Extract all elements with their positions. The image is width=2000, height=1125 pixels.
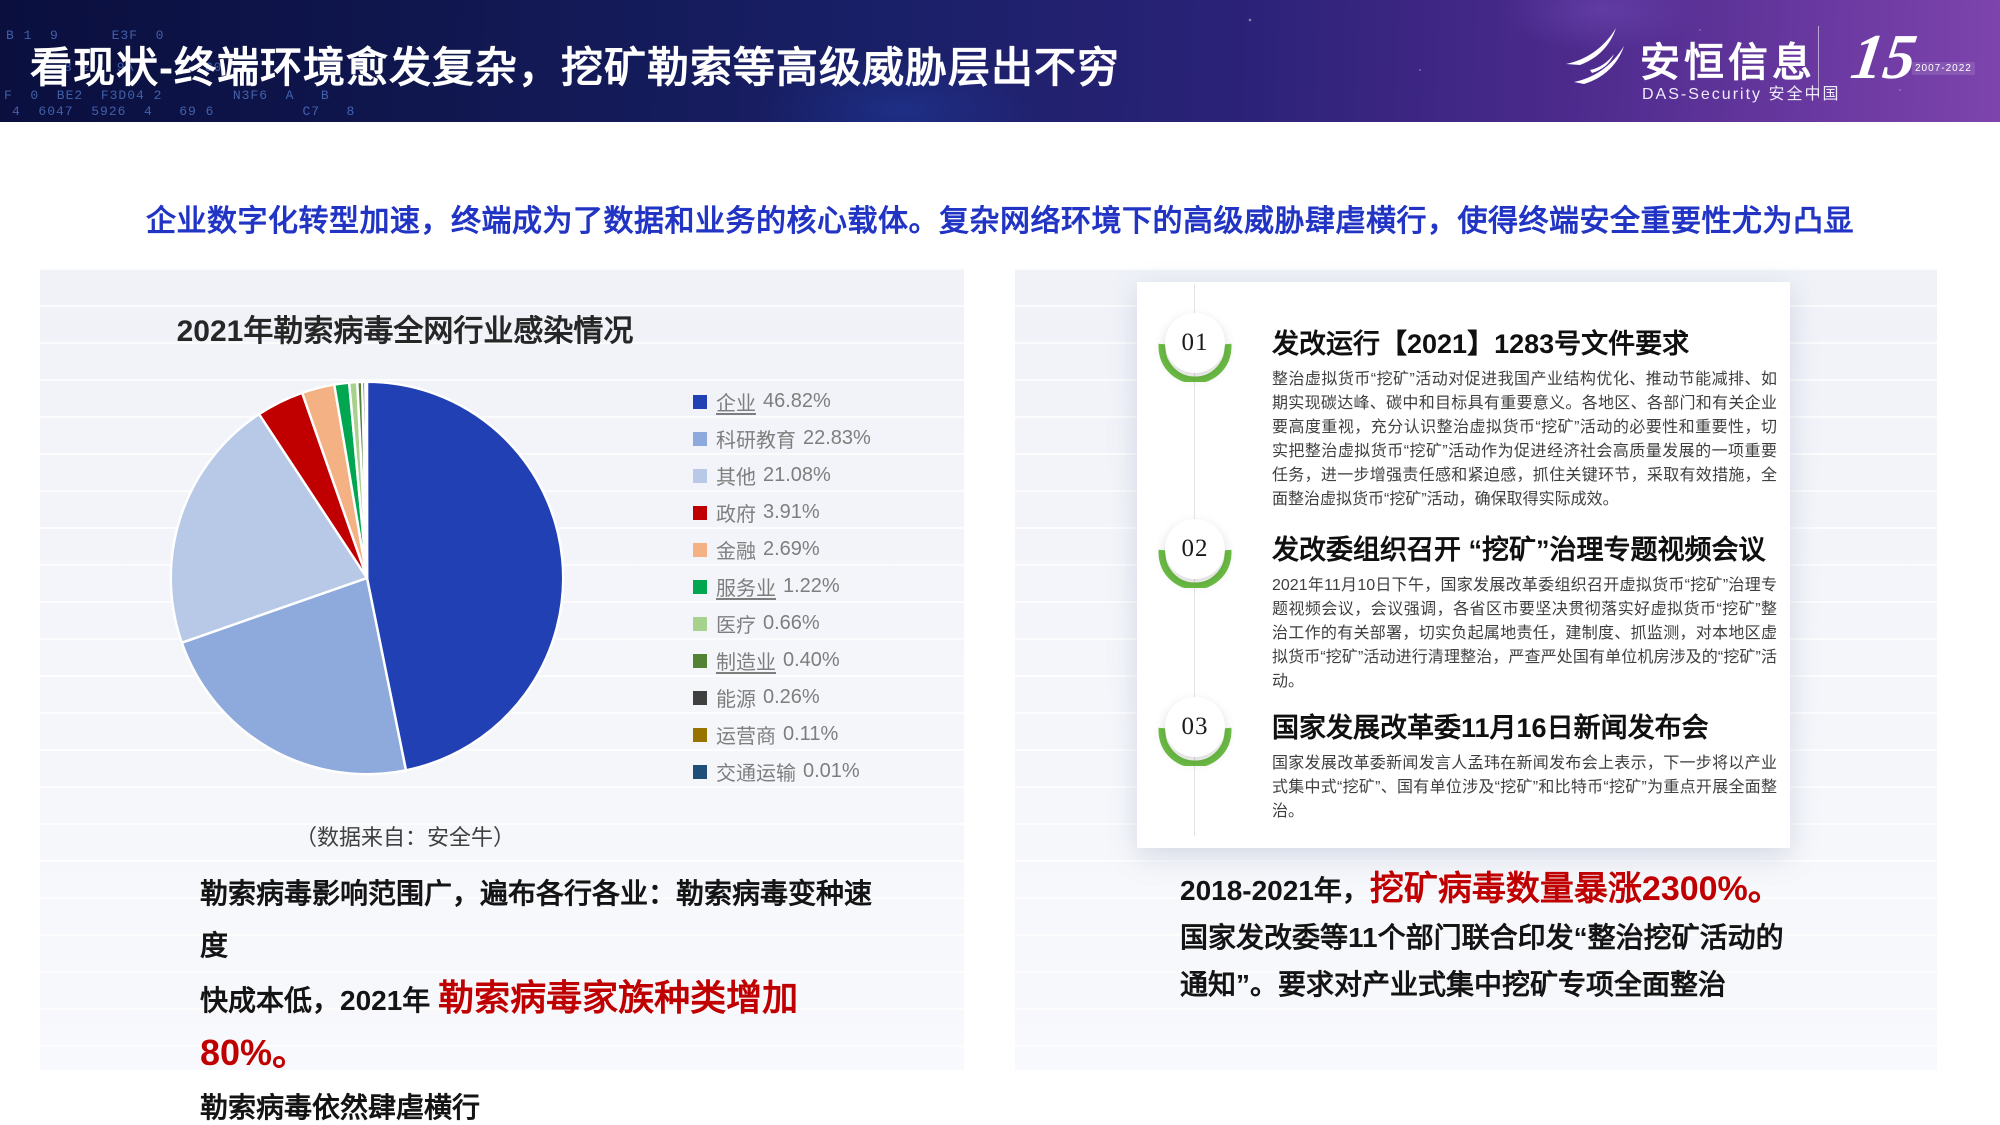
left-summary-highlight: 勒索病毒家族种类增加80%。 <box>200 977 799 1073</box>
left-summary-line1: 勒索病毒影响范围广，遍布各行各业：勒索病毒变种速度 <box>200 878 873 961</box>
page-title: 看现状-终端环境愈发复杂，挖矿勒索等高级威胁层出不穷 <box>30 44 1120 91</box>
timeline-body-2: 2021年11月10日下午，国家发展改革委组织召开虚拟货币“挖矿”治理专题视频会… <box>1272 577 1777 690</box>
legend-percent: 0.40% <box>783 649 840 671</box>
legend-label: 医疗 <box>716 615 756 637</box>
timeline-marker-3: 03 <box>1157 690 1233 766</box>
legend-swatch <box>693 394 707 409</box>
legend-item: 政府 3.91% <box>693 494 871 531</box>
pie-chart <box>169 380 565 776</box>
company-logo: 安恒信息 DAS-Security 安全中国 15 2007-2022 <box>1560 18 1980 110</box>
green-arc-icon <box>1158 727 1232 766</box>
header-code-text: 8 2 9A C0 <box>64 60 223 75</box>
legend-percent: 21.08% <box>763 464 831 486</box>
legend-label: 运营商 <box>716 726 776 748</box>
legend-item: 其他 21.08% <box>693 457 871 494</box>
data-source-note: （数据来自：安全牛） <box>294 825 515 850</box>
timeline-number-bubble: 03 <box>1165 697 1225 757</box>
timeline-marker-2: 02 <box>1157 512 1233 588</box>
header-code-text: F 0 BE2 F3D04 2 N3F6 A B <box>4 88 330 103</box>
legend-swatch <box>693 542 707 557</box>
legend-swatch <box>693 431 707 446</box>
legend-label: 其他 <box>716 467 756 489</box>
legend-label: 能源 <box>716 689 756 711</box>
legend-percent: 0.01% <box>803 760 860 782</box>
legend-swatch <box>693 616 707 631</box>
legend-percent: 0.26% <box>763 686 820 708</box>
pie-slice-1 <box>365 380 565 772</box>
legend-percent: 2.69% <box>763 538 820 560</box>
header-code-text: 4 6047 5926 4 69 6 C7 8 <box>12 104 356 119</box>
logo-name-en: DAS-Security 安全中国 <box>1642 86 1841 103</box>
timeline-body-1: 整治虚拟货币“挖矿”活动对促进我国产业结构优化、推动节能减排、如期实现碳达峰、碳… <box>1272 371 1777 508</box>
header-banner: B 1 9 E3F 0 8 2 9A C0 F 0 BE2 F3D04 2 N3… <box>0 0 2000 122</box>
timeline-number-bubble: 02 <box>1165 519 1225 579</box>
slide-subtitle: 企业数字化转型加速，终端成为了数据和业务的核心载体。复杂网络环境下的高级威胁肆虐… <box>146 205 1854 238</box>
legend-percent: 0.11% <box>783 723 839 745</box>
timeline-title-3: 国家发展改革委11月16日新闻发布会 <box>1272 713 1709 743</box>
timeline-number-bubble: 01 <box>1165 313 1225 373</box>
anniversary-number: 15 <box>1847 21 1922 92</box>
legend-percent: 0.66% <box>763 612 820 634</box>
right-summary-highlight: 挖矿病毒数量暴涨2300%。 <box>1369 870 1782 908</box>
legend-item: 金融 2.69% <box>693 531 871 568</box>
pie-slice-2 <box>180 576 408 776</box>
right-summary-line2: 国家发改委等11个部门联合印发“整治挖矿活动的 <box>1180 922 1784 953</box>
right-summary-line3: 通知”。要求对产业式集中挖矿专项全面整治 <box>1180 969 1727 1000</box>
legend-swatch <box>693 690 707 705</box>
legend-label: 交通运输 <box>716 763 796 785</box>
legend-label: 政府 <box>716 504 756 526</box>
das-logo-icon <box>1566 28 1624 84</box>
header-code-text: B 1 9 E3F 0 <box>6 28 165 43</box>
pie-chart-title: 2021年勒索病毒全网行业感染情况 <box>176 315 634 348</box>
legend-label: 服务业 <box>716 578 776 600</box>
logo-divider <box>1818 26 1819 98</box>
right-summary-text: 2018-2021年，挖矿病毒数量暴涨2300%。 国家发改委等11个部门联合印… <box>1180 866 1900 1008</box>
pie-legend: 企业 46.82% 科研教育 22.83% 其他 21.08% 政府 3.91%… <box>693 383 871 790</box>
legend-swatch <box>693 764 707 779</box>
legend-swatch <box>693 468 707 483</box>
timeline-title-2: 发改委组织召开 “挖矿”治理专题视频会议 <box>1272 535 1766 565</box>
legend-swatch <box>693 579 707 594</box>
legend-item: 能源 0.26% <box>693 679 871 716</box>
legend-swatch <box>693 505 707 520</box>
legend-item: 企业 46.82% <box>693 383 871 420</box>
legend-label: 制造业 <box>716 652 776 674</box>
left-summary-line2: 快成本低，2021年 勒索病毒家族种类增加80%。 <box>200 977 799 1073</box>
green-arc-icon <box>1158 549 1232 588</box>
legend-item: 服务业 1.22% <box>693 568 871 605</box>
legend-item: 运营商 0.11% <box>693 716 871 753</box>
pie-slice-3 <box>169 412 369 644</box>
timeline-body-3: 国家发展改革委新闻发言人孟玮在新闻发布会上表示，下一步将以产业式集中式“挖矿”、… <box>1272 755 1777 820</box>
legend-item: 科研教育 22.83% <box>693 420 871 457</box>
legend-item: 制造业 0.40% <box>693 642 871 679</box>
timeline-panel <box>1137 282 1790 848</box>
legend-percent: 22.83% <box>803 427 871 449</box>
green-arc-icon <box>1158 343 1232 382</box>
legend-percent: 3.91% <box>763 501 820 523</box>
legend-item: 交通运输 0.01% <box>693 753 871 790</box>
right-summary-line1: 2018-2021年，挖矿病毒数量暴涨2300%。 <box>1180 870 1782 908</box>
legend-label: 企业 <box>716 393 756 415</box>
logo-name-cn: 安恒信息 <box>1640 41 1816 85</box>
timeline-title-1: 发改运行【2021】1283号文件要求 <box>1272 329 1690 359</box>
legend-percent: 1.22% <box>783 575 840 597</box>
legend-label: 科研教育 <box>716 430 796 452</box>
timeline-marker-1: 01 <box>1157 306 1233 382</box>
legend-item: 医疗 0.66% <box>693 605 871 642</box>
legend-swatch <box>693 653 707 668</box>
legend-percent: 46.82% <box>763 390 831 412</box>
legend-swatch <box>693 727 707 742</box>
left-summary-text: 勒索病毒影响范围广，遍布各行各业：勒索病毒变种速度 快成本低，2021年 勒索病… <box>200 868 890 1125</box>
anniversary-years: 2007-2022 <box>1912 62 1975 75</box>
legend-label: 金融 <box>716 541 756 563</box>
left-summary-line3: 勒索病毒依然肆虐横行 <box>200 1092 481 1123</box>
anniversary-logo: 15 2007-2022 <box>1846 18 1976 110</box>
